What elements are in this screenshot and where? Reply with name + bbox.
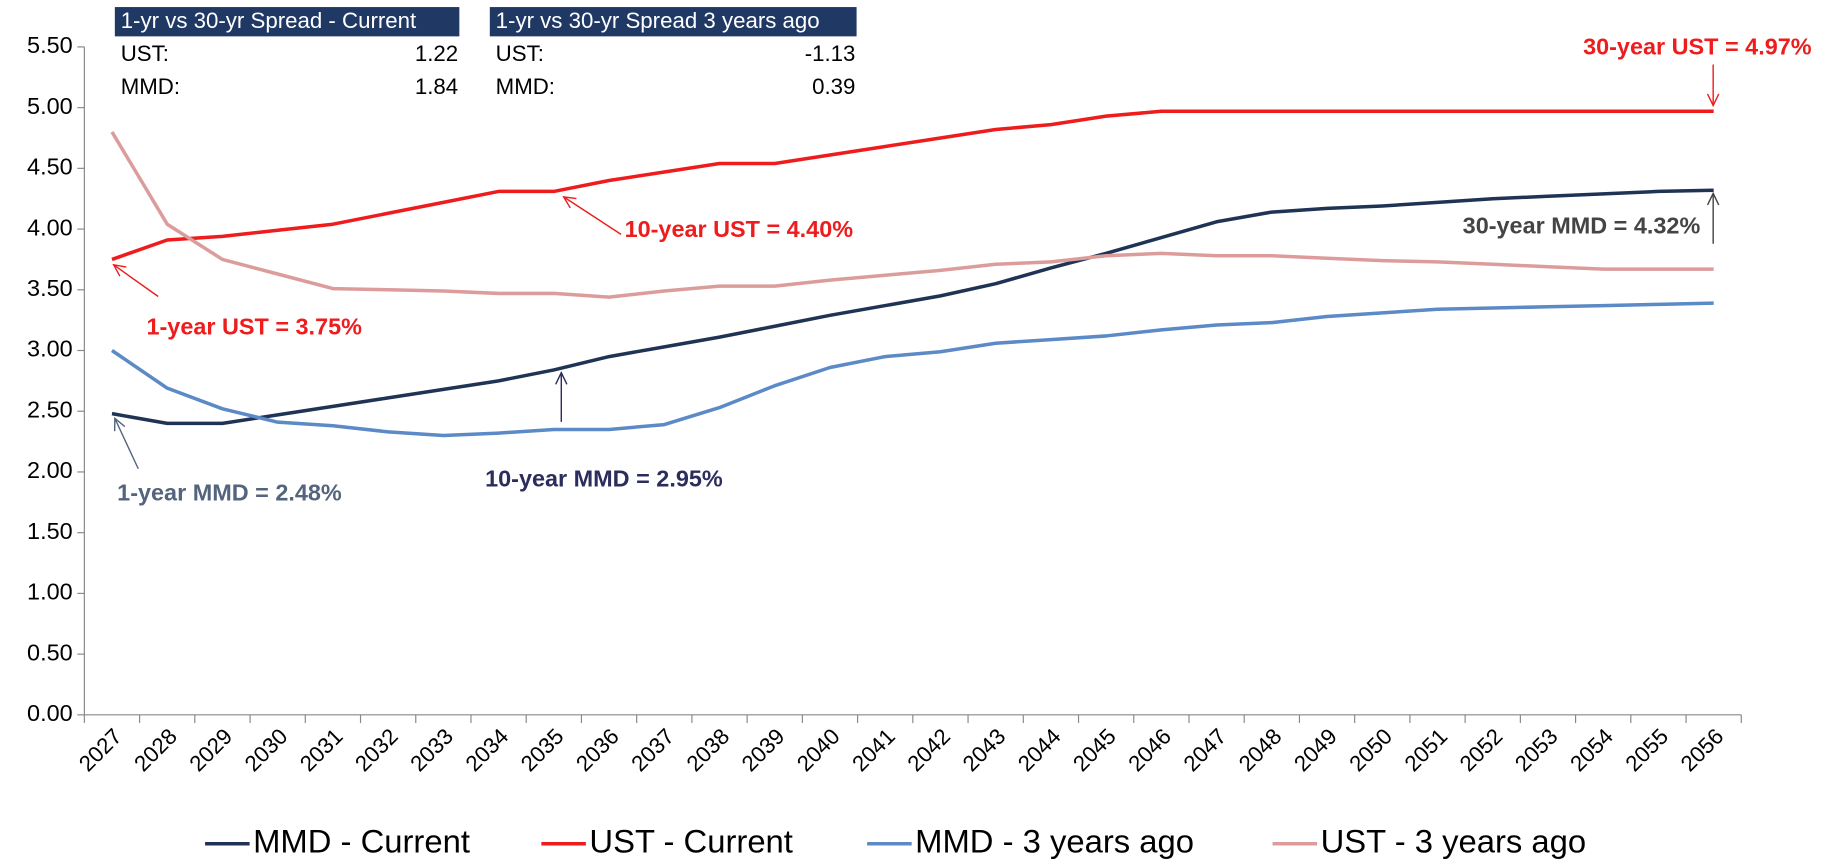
y-tick-label: 4.50: [27, 154, 73, 180]
arrow-head: [112, 263, 127, 277]
x-tick-label: 2043: [958, 724, 1011, 777]
x-tick-label: 2046: [1123, 724, 1176, 777]
x-tick-label: 2038: [682, 724, 735, 777]
annotation: 10-year UST = 4.40%: [625, 216, 854, 242]
x-tick-label: 2041: [847, 724, 900, 777]
legend-label: MMD - Current: [253, 822, 470, 859]
row-label: UST:: [496, 41, 544, 66]
x-tick-label: 2053: [1510, 724, 1563, 777]
x-tick-label: 2034: [461, 724, 514, 777]
legend-label: MMD - 3 years ago: [915, 822, 1194, 859]
y-tick-label: 5.50: [27, 32, 73, 58]
arrow-head: [113, 416, 126, 432]
x-tick-label: 2050: [1344, 724, 1397, 777]
x-tick-label: 2042: [902, 724, 955, 777]
legend-label: UST - 3 years ago: [1321, 822, 1587, 859]
row-label: MMD:: [496, 74, 555, 99]
table-title: 1-yr vs 30-yr Spread - Current: [121, 8, 417, 33]
x-tick-label: 2055: [1620, 724, 1673, 777]
annotation: 10-year MMD = 2.95%: [485, 466, 723, 492]
x-tick-label: 2051: [1400, 724, 1453, 777]
x-tick-label: 2045: [1068, 724, 1121, 777]
y-tick-label: 3.00: [27, 336, 73, 362]
y-tick-label: 3.50: [27, 275, 73, 301]
y-tick-label: 0.00: [27, 700, 73, 726]
x-tick-label: 2047: [1179, 724, 1232, 777]
arrow-head: [562, 196, 577, 209]
annotation: 30-year UST = 4.97%: [1583, 33, 1812, 59]
y-tick-label: 0.50: [27, 639, 73, 665]
table-title: 1-yr vs 30-yr Spread 3 years ago: [496, 8, 820, 33]
y-tick-label: 2.50: [27, 396, 73, 422]
annotation-arrow: [114, 418, 139, 470]
x-tick-label: 2027: [74, 724, 127, 777]
row-value: 1.84: [415, 74, 458, 99]
annotation: 30-year MMD = 4.32%: [1463, 213, 1701, 239]
y-tick-label: 1.00: [27, 579, 73, 605]
y-tick-label: 5.00: [27, 93, 73, 119]
x-tick-label: 2036: [571, 724, 624, 777]
line-series: [111, 188, 1714, 426]
x-tick-label: 2028: [129, 724, 182, 777]
line-series: [111, 109, 1714, 262]
x-tick-label: 2031: [295, 724, 348, 777]
table-header-bg: [489, 7, 857, 37]
x-tick-label: 2054: [1565, 724, 1618, 777]
x-tick-label: 2033: [405, 724, 458, 777]
x-tick-label: 2029: [184, 724, 237, 777]
arrow-head: [1706, 93, 1720, 108]
x-tick-label: 2056: [1676, 724, 1729, 777]
x-tick-label: 2044: [1013, 724, 1066, 777]
row-label: UST:: [121, 41, 169, 66]
y-tick-label: 1.50: [27, 518, 73, 544]
x-tick-label: 2035: [516, 724, 569, 777]
y-tick-label: 4.00: [27, 214, 73, 240]
row-value: 0.39: [812, 74, 855, 99]
line-series: [110, 301, 1714, 438]
arrow-head: [555, 371, 568, 385]
x-tick-label: 2037: [626, 724, 679, 777]
x-tick-label: 2049: [1289, 724, 1342, 777]
annotation: 1-year UST = 3.75%: [146, 313, 362, 339]
row-value: -1.13: [805, 41, 856, 66]
x-tick-label: 2030: [240, 724, 293, 777]
line-series: [110, 131, 1714, 299]
row-value: 1.22: [415, 41, 458, 66]
x-tick-label: 2032: [350, 724, 403, 777]
x-tick-label: 2040: [792, 724, 845, 777]
annotation-arrow: [563, 196, 622, 235]
table-header-bg: [114, 7, 460, 37]
x-tick-label: 2039: [737, 724, 790, 777]
x-tick-label: 2048: [1234, 724, 1287, 777]
row-label: MMD:: [121, 74, 180, 99]
x-tick-label: 2052: [1455, 724, 1508, 777]
annotation: 1-year MMD = 2.48%: [117, 480, 342, 506]
legend-label: UST - Current: [589, 822, 793, 859]
y-tick-label: 2.00: [27, 457, 73, 483]
arrow-head: [1706, 191, 1720, 206]
annotation-arrow: [113, 264, 159, 298]
